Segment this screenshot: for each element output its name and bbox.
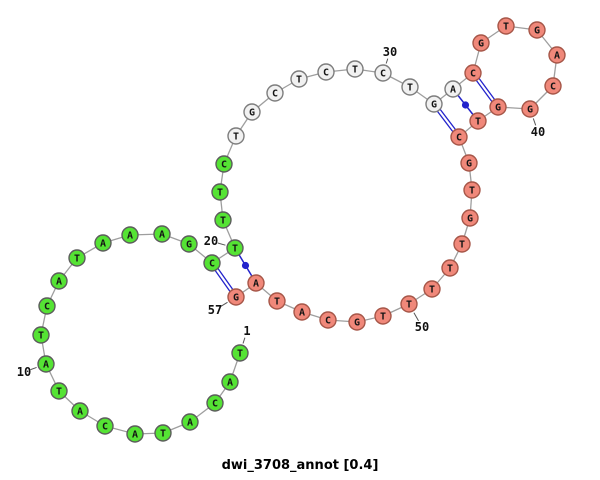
nucleotide-circle-57[interactable]: [227, 288, 245, 306]
number-tick: [217, 242, 226, 246]
nucleotide-circle-25[interactable]: [243, 103, 261, 121]
nucleotide-circle-45[interactable]: [463, 181, 481, 199]
nucleotide-circle-47[interactable]: [453, 235, 471, 253]
nucleotide-circle-26[interactable]: [266, 84, 284, 102]
nucleotide-circle-18[interactable]: [180, 235, 198, 253]
nucleotide-circle-1[interactable]: [231, 344, 249, 362]
nucleotide-circle-49[interactable]: [423, 280, 441, 298]
nucleotide-circle-5[interactable]: [154, 424, 172, 442]
nucleotide-circle-56[interactable]: [247, 274, 265, 292]
plot-title: dwi_3708_annot [0.4]: [221, 458, 379, 473]
nucleotide-circle-21[interactable]: [214, 211, 232, 229]
position-label-50: 50: [415, 320, 429, 334]
nucleotide-circle-8[interactable]: [71, 402, 89, 420]
position-label-20: 20: [204, 234, 218, 248]
position-label-40: 40: [531, 125, 545, 139]
nucleotide-circle-20[interactable]: [226, 239, 244, 257]
nucleotide-circle-37[interactable]: [528, 21, 546, 39]
nucleotide-circle-55[interactable]: [268, 292, 286, 310]
nucleotide-circle-12[interactable]: [38, 297, 56, 315]
nucleotide-circle-14[interactable]: [68, 249, 86, 267]
number-tick: [220, 301, 228, 307]
nucleotide-circle-42[interactable]: [469, 112, 487, 130]
nucleotide-circle-51[interactable]: [374, 307, 392, 325]
nucleotide-circle-41[interactable]: [489, 98, 507, 116]
number-tick: [413, 312, 419, 322]
nucleotide-circle-28[interactable]: [317, 63, 335, 81]
nucleotide-circle-30[interactable]: [374, 64, 392, 82]
nucleotide-circle-2[interactable]: [221, 373, 239, 391]
basepair-dot: [461, 101, 470, 109]
nucleotide-circle-34[interactable]: [464, 64, 482, 82]
nucleotide-circle-50[interactable]: [400, 295, 418, 313]
nucleotide-circle-35[interactable]: [472, 34, 490, 52]
nucleotide-circle-4[interactable]: [181, 413, 199, 431]
basepair-dot: [241, 261, 250, 270]
nucleotide-circle-7[interactable]: [96, 417, 114, 435]
nucleotide-circle-16[interactable]: [121, 226, 139, 244]
nucleotide-circle-46[interactable]: [461, 209, 479, 227]
position-label-1: 1: [243, 324, 250, 338]
position-label-57: 57: [208, 303, 222, 317]
nucleotide-circle-13[interactable]: [50, 272, 68, 290]
position-label-30: 30: [383, 45, 397, 59]
nucleotide-circle-27[interactable]: [290, 70, 308, 88]
nucleotide-circle-40[interactable]: [521, 100, 539, 118]
nucleotide-circle-54[interactable]: [293, 303, 311, 321]
nucleotide-circle-24[interactable]: [227, 127, 245, 145]
nucleotide-circle-23[interactable]: [215, 155, 233, 173]
nucleotide-circle-3[interactable]: [206, 394, 224, 412]
nucleotide-circle-44[interactable]: [460, 154, 478, 172]
nucleotide-circle-15[interactable]: [94, 234, 112, 252]
nucleotide-circle-17[interactable]: [153, 225, 171, 243]
number-tick: [385, 58, 389, 64]
nucleotide-circle-10[interactable]: [37, 355, 55, 373]
nucleotide-circle-32[interactable]: [425, 95, 443, 113]
nucleotide-circle-19[interactable]: [203, 254, 221, 272]
nucleotide-circle-38[interactable]: [548, 46, 566, 64]
nucleotide-circle-22[interactable]: [211, 183, 229, 201]
nucleotide-circle-29[interactable]: [346, 60, 364, 78]
nucleotide-circle-48[interactable]: [441, 259, 459, 277]
nucleotide-circle-43[interactable]: [450, 128, 468, 146]
nucleotide-circle-6[interactable]: [126, 425, 144, 443]
nucleotide-circle-53[interactable]: [319, 311, 337, 329]
nucleotide-circle-11[interactable]: [32, 326, 50, 344]
nucleotide-circle-39[interactable]: [544, 77, 562, 95]
position-label-10: 10: [17, 365, 31, 379]
nucleotide-circle-31[interactable]: [401, 78, 419, 96]
nucleotide-circle-9[interactable]: [50, 382, 68, 400]
nucleotide-circle-33[interactable]: [444, 80, 462, 98]
nucleotide-circle-52[interactable]: [348, 313, 366, 331]
number-tick: [30, 366, 37, 371]
nucleotide-circle-36[interactable]: [497, 17, 515, 35]
number-tick: [242, 337, 246, 344]
number-tick: [532, 118, 537, 126]
